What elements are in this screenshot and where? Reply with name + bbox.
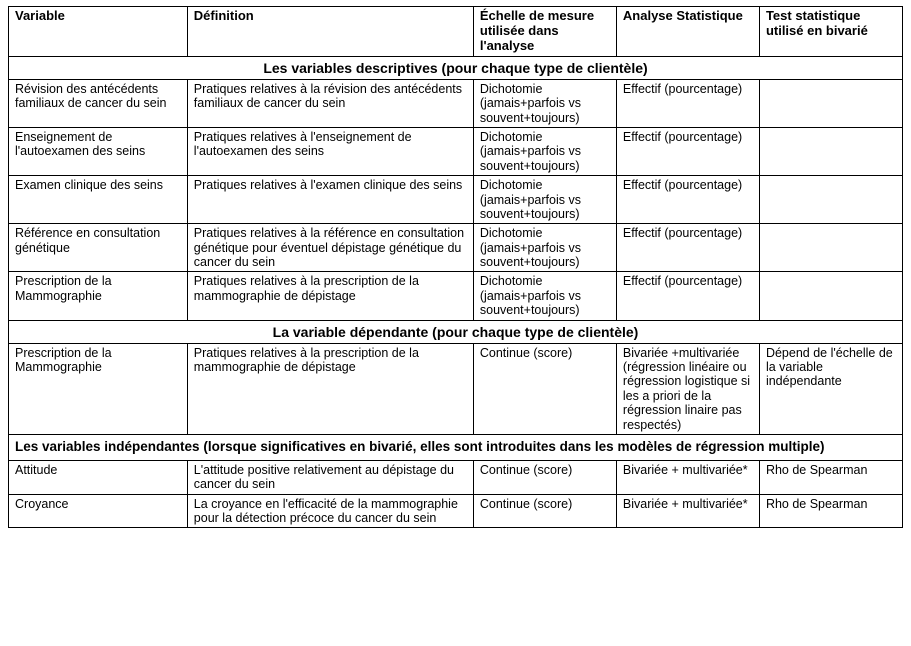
table-row: AttitudeL'attitude positive relativement…	[9, 460, 903, 494]
cell-analyse: Effectif (pourcentage)	[616, 224, 759, 272]
cell-variable: Révision des antécédents familiaux de ca…	[9, 79, 188, 127]
cell-test: Rho de Spearman	[759, 460, 902, 494]
table-row: Référence en consultation génétiquePrati…	[9, 224, 903, 272]
col-header-echelle: Échelle de mesure utilisée dans l'analys…	[473, 7, 616, 57]
cell-echelle: Dichotomie (jamais+parfois vs souvent+to…	[473, 224, 616, 272]
table-row: Prescription de la MammographiePratiques…	[9, 343, 903, 434]
section-title: La variable dépendante (pour chaque type…	[9, 320, 903, 343]
cell-analyse: Bivariée + multivariée*	[616, 460, 759, 494]
cell-echelle: Dichotomie (jamais+parfois vs souvent+to…	[473, 272, 616, 320]
cell-variable: Prescription de la Mammographie	[9, 343, 188, 434]
cell-analyse: Effectif (pourcentage)	[616, 272, 759, 320]
cell-variable: Attitude	[9, 460, 188, 494]
cell-echelle: Continue (score)	[473, 343, 616, 434]
col-header-analyse: Analyse Statistique	[616, 7, 759, 57]
cell-test: Rho de Spearman	[759, 494, 902, 528]
cell-definition: Pratiques relatives à la référence en co…	[187, 224, 473, 272]
table-header-row: Variable Définition Échelle de mesure ut…	[9, 7, 903, 57]
cell-variable: Croyance	[9, 494, 188, 528]
cell-definition: Pratiques relatives à l'enseignement de …	[187, 128, 473, 176]
cell-echelle: Dichotomie (jamais+parfois vs souvent+to…	[473, 79, 616, 127]
table-row: Prescription de la MammographiePratiques…	[9, 272, 903, 320]
col-header-test: Test statistique utilisé en bivarié	[759, 7, 902, 57]
cell-definition: Pratiques relatives à l'examen clinique …	[187, 176, 473, 224]
table-row: Enseignement de l'autoexamen des seinsPr…	[9, 128, 903, 176]
cell-variable: Examen clinique des seins	[9, 176, 188, 224]
section-header-row: Les variables descriptives (pour chaque …	[9, 56, 903, 79]
cell-definition: La croyance en l'efficacité de la mammog…	[187, 494, 473, 528]
col-header-definition: Définition	[187, 7, 473, 57]
cell-echelle: Continue (score)	[473, 460, 616, 494]
cell-echelle: Dichotomie (jamais+parfois vs souvent+to…	[473, 176, 616, 224]
cell-echelle: Dichotomie (jamais+parfois vs souvent+to…	[473, 128, 616, 176]
cell-analyse: Bivariée +multivariée (régression linéai…	[616, 343, 759, 434]
cell-test	[759, 272, 902, 320]
cell-definition: Pratiques relatives à la prescription de…	[187, 272, 473, 320]
section-header-row: La variable dépendante (pour chaque type…	[9, 320, 903, 343]
table-row: CroyanceLa croyance en l'efficacité de l…	[9, 494, 903, 528]
variables-table: Variable Définition Échelle de mesure ut…	[8, 6, 903, 528]
cell-analyse: Bivariée + multivariée*	[616, 494, 759, 528]
section-title: Les variables indépendantes (lorsque sig…	[9, 434, 903, 460]
cell-test: Dépend de l'échelle de la variable indép…	[759, 343, 902, 434]
table-row: Examen clinique des seinsPratiques relat…	[9, 176, 903, 224]
cell-test	[759, 224, 902, 272]
cell-variable: Prescription de la Mammographie	[9, 272, 188, 320]
cell-test	[759, 176, 902, 224]
table-row: Révision des antécédents familiaux de ca…	[9, 79, 903, 127]
cell-variable: Référence en consultation génétique	[9, 224, 188, 272]
col-header-variable: Variable	[9, 7, 188, 57]
cell-definition: Pratiques relatives à la révision des an…	[187, 79, 473, 127]
cell-definition: L'attitude positive relativement au dépi…	[187, 460, 473, 494]
cell-test	[759, 128, 902, 176]
cell-analyse: Effectif (pourcentage)	[616, 128, 759, 176]
cell-analyse: Effectif (pourcentage)	[616, 79, 759, 127]
cell-echelle: Continue (score)	[473, 494, 616, 528]
cell-variable: Enseignement de l'autoexamen des seins	[9, 128, 188, 176]
cell-definition: Pratiques relatives à la prescription de…	[187, 343, 473, 434]
cell-test	[759, 79, 902, 127]
cell-analyse: Effectif (pourcentage)	[616, 176, 759, 224]
section-header-row: Les variables indépendantes (lorsque sig…	[9, 434, 903, 460]
section-title: Les variables descriptives (pour chaque …	[9, 56, 903, 79]
